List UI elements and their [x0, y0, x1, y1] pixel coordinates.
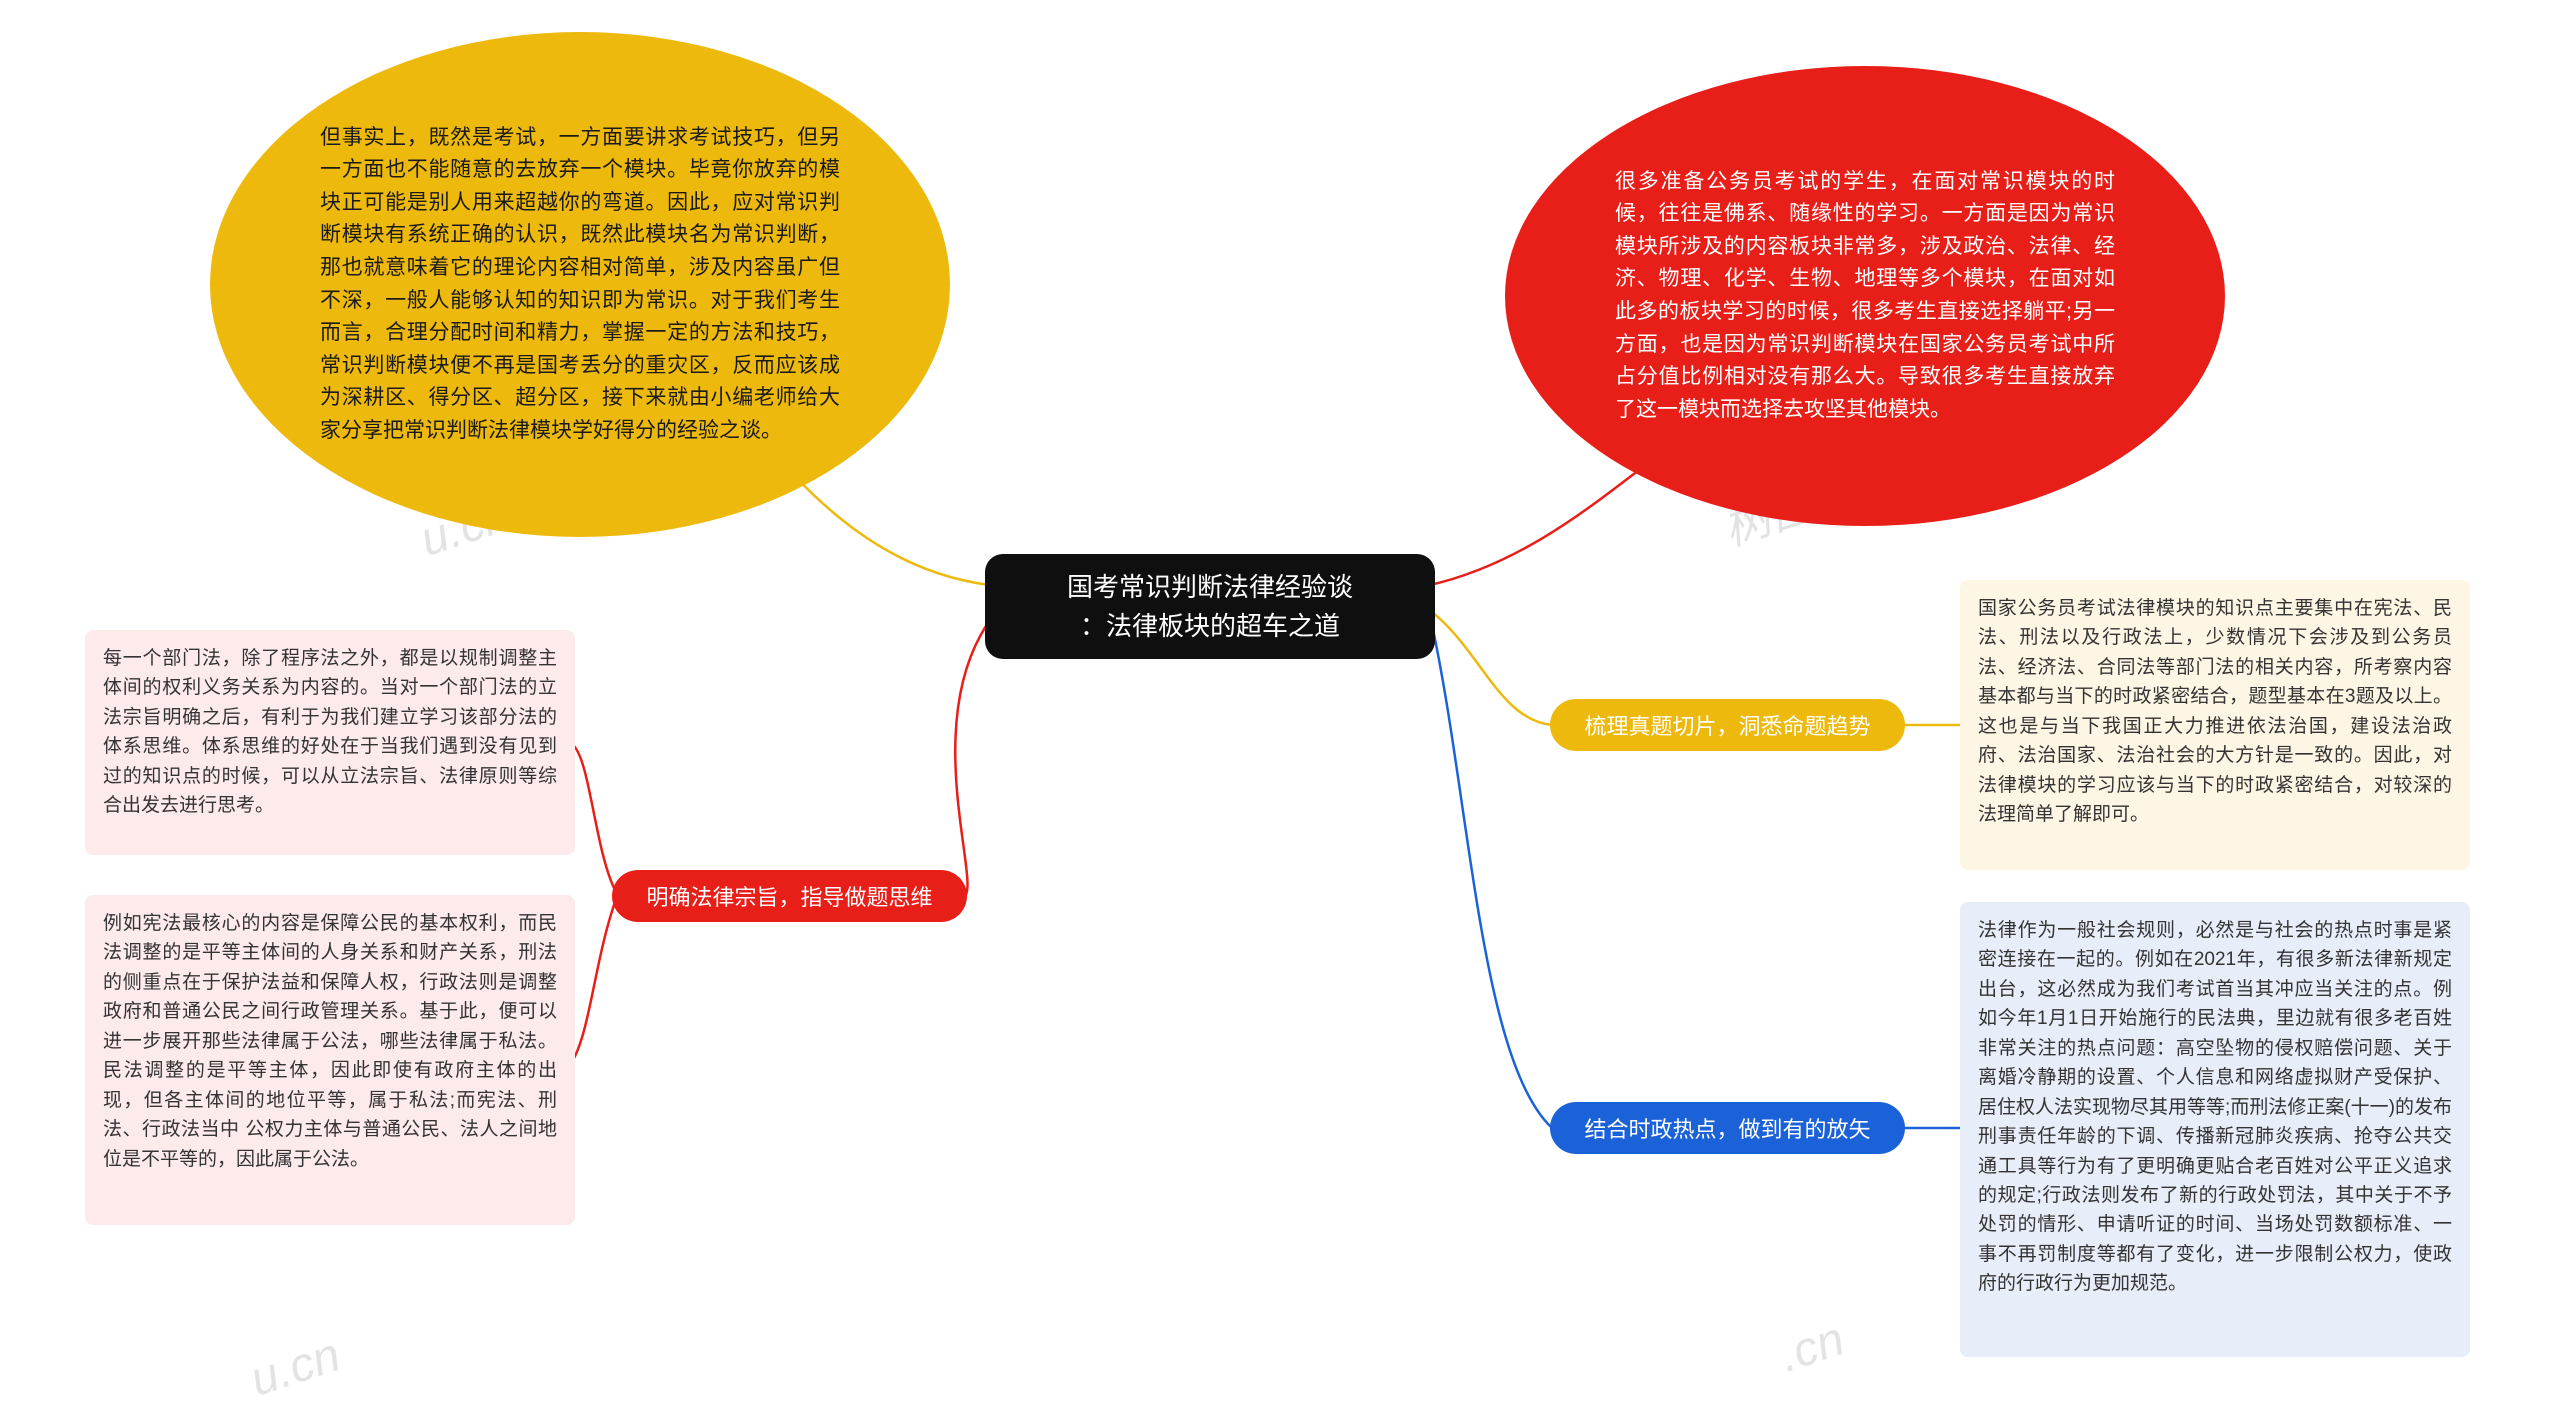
branch-node-b3: 结合时政热点，做到有的放矢	[1550, 1102, 1905, 1154]
context-bubble-right: 很多准备公务员考试的学生，在面对常识模块的时候，往往是佛系、随缘性的学习。一方面…	[1505, 66, 2225, 526]
bubble-text: 但事实上，既然是考试，一方面要讲求考试技巧，但另一方面也不能随意的去放弃一个模块…	[320, 122, 840, 447]
mindmap-canvas: u.cn 树图 s u.cn .cn 国考常识判断法律经验谈 ：法律板块的超车之…	[0, 0, 2560, 1419]
center-node: 国考常识判断法律经验谈 ：法律板块的超车之道	[985, 554, 1435, 659]
leaf-b3-0: 法律作为一般社会规则，必然是与社会的热点时事是紧密连接在一起的。例如在2021年…	[1960, 902, 2470, 1357]
branch-node-b1: 梳理真题切片，洞悉命题趋势	[1550, 699, 1905, 751]
leaf-b2-1: 例如宪法最核心的内容是保障公民的基本权利，而民法调整的是平等主体间的人身关系和财…	[85, 895, 575, 1225]
bubble-text: 很多准备公务员考试的学生，在面对常识模块的时候，往往是佛系、随缘性的学习。一方面…	[1615, 166, 2115, 426]
branch-node-b2: 明确法律宗旨，指导做题思维	[612, 870, 967, 922]
context-bubble-left: 但事实上，既然是考试，一方面要讲求考试技巧，但另一方面也不能随意的去放弃一个模块…	[210, 32, 950, 537]
leaf-b2-0: 每一个部门法，除了程序法之外，都是以规制调整主体间的权利义务关系为内容的。当对一…	[85, 630, 575, 855]
watermark: .cn	[1773, 1311, 1851, 1383]
leaf-b1-0: 国家公务员考试法律模块的知识点主要集中在宪法、民法、刑法以及行政法上，少数情况下…	[1960, 580, 2470, 870]
watermark: u.cn	[244, 1327, 347, 1407]
